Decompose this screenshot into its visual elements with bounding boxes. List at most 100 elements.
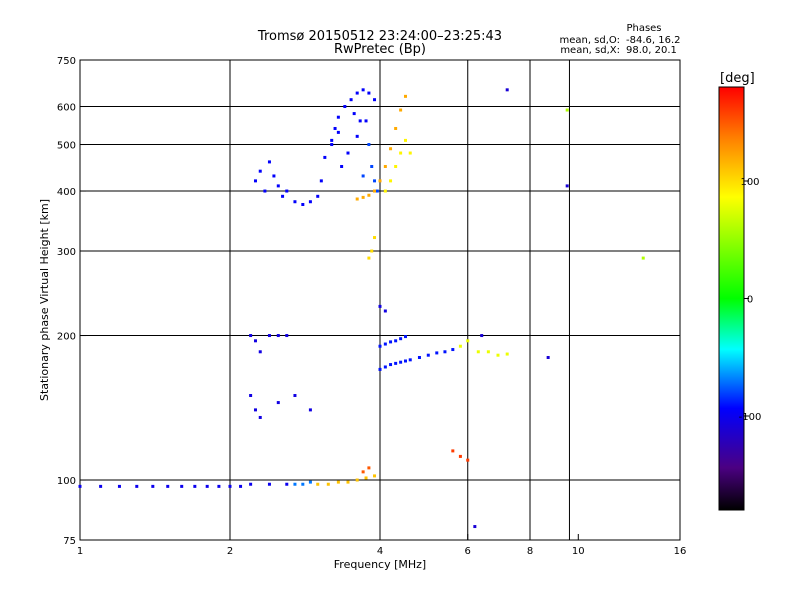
data-point: [293, 482, 297, 486]
data-point: [293, 200, 297, 204]
colorbar-ticks: 100 0 -100: [739, 177, 762, 423]
data-point: [340, 164, 344, 168]
data-point: [473, 525, 477, 529]
data-point: [151, 484, 155, 488]
data-point: [389, 340, 393, 344]
data-point: [285, 189, 289, 193]
data-point: [253, 179, 257, 183]
colorbar-tick-label: -100: [739, 412, 762, 423]
y-axis-ticks: 75 100 200 300 400 500 600 750: [57, 56, 86, 547]
data-point: [308, 408, 312, 412]
x-tick-label: 16: [674, 546, 687, 557]
data-point: [358, 119, 362, 123]
data-point: [352, 112, 356, 116]
data-point: [267, 482, 271, 486]
data-point: [451, 449, 455, 453]
data-point: [276, 184, 280, 188]
x-tick-label: 6: [465, 546, 471, 557]
data-point: [505, 352, 509, 356]
data-point: [403, 94, 407, 98]
data-point: [316, 482, 320, 486]
data-point: [373, 474, 377, 478]
data-point: [293, 394, 297, 398]
data-point: [361, 174, 365, 178]
data-point: [285, 334, 289, 338]
data-point: [403, 138, 407, 142]
data-point: [258, 350, 262, 354]
data-point: [336, 130, 340, 134]
data-point: [378, 367, 382, 371]
data-point: [249, 394, 253, 398]
data-point: [301, 482, 305, 486]
data-point: [117, 484, 121, 488]
data-point: [394, 339, 398, 343]
data-point: [361, 88, 365, 92]
grid-lines: [80, 60, 680, 540]
data-point: [267, 160, 271, 164]
data-point: [364, 119, 368, 123]
data-point: [399, 151, 403, 155]
data-point: [403, 359, 407, 363]
x-tick-label: 2: [227, 546, 233, 557]
data-point: [285, 482, 289, 486]
data-point: [326, 482, 330, 486]
colorbar: [718, 86, 745, 511]
data-point: [367, 256, 371, 260]
data-point: [370, 249, 374, 253]
stats-o-label: mean, sd,O:: [559, 35, 620, 46]
data-point: [466, 458, 470, 462]
data-point: [383, 189, 387, 193]
data-point: [426, 353, 430, 357]
data-point: [373, 236, 377, 240]
data-point: [281, 194, 285, 198]
data-point: [276, 334, 280, 338]
data-point: [343, 105, 347, 109]
y-tick-label: 500: [57, 141, 76, 152]
data-point: [361, 470, 365, 474]
data-point: [355, 197, 359, 201]
data-point: [336, 115, 340, 119]
chart-title: Tromsø 20150512 23:24:00–23:25:43: [257, 29, 502, 44]
data-point: [480, 334, 484, 338]
x-axis-ticks: 1 2 4 6 8 10 16: [77, 534, 687, 557]
data-point: [355, 478, 359, 482]
data-point: [239, 484, 243, 488]
data-point: [349, 98, 353, 102]
data-point: [394, 361, 398, 365]
colorbar-tick-label: 0: [747, 295, 753, 306]
data-point: [258, 415, 262, 419]
data-point: [370, 164, 374, 168]
y-tick-label: 600: [57, 103, 76, 114]
data-point: [389, 363, 393, 367]
data-point: [330, 143, 334, 147]
data-point: [346, 480, 350, 484]
data-point: [228, 484, 232, 488]
data-point: [364, 476, 368, 480]
y-tick-label: 400: [57, 187, 76, 198]
data-point: [435, 351, 439, 355]
x-tick-label: 1: [77, 546, 83, 557]
data-point: [383, 309, 387, 313]
data-point: [217, 484, 221, 488]
data-point: [373, 179, 377, 183]
data-point: [253, 339, 257, 343]
data-point: [476, 350, 480, 354]
data-point: [565, 184, 569, 188]
data-point: [505, 88, 509, 92]
data-point: [78, 484, 82, 488]
data-point: [367, 91, 371, 95]
x-tick-label: 10: [572, 546, 585, 557]
data-point: [458, 454, 462, 458]
data-point: [383, 365, 387, 369]
data-point: [253, 408, 257, 412]
y-tick-label: 750: [57, 56, 76, 67]
data-point: [373, 98, 377, 102]
data-point: [205, 484, 209, 488]
data-point: [308, 200, 312, 204]
data-point: [408, 151, 412, 155]
stats-x-value: 98.0, 20.1: [626, 45, 677, 56]
data-point: [272, 174, 276, 178]
data-point: [389, 147, 393, 151]
data-point: [383, 164, 387, 168]
